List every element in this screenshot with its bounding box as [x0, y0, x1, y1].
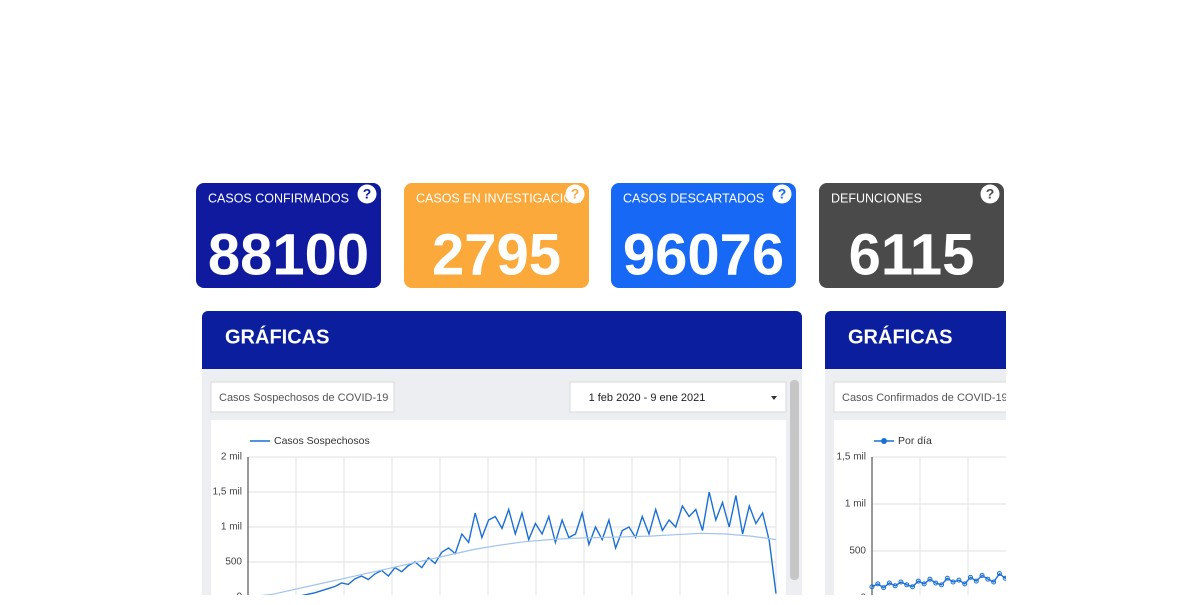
y-tick-label: 1 mil	[845, 499, 866, 510]
series-marker	[886, 580, 892, 586]
series-marker	[915, 578, 921, 584]
legend-marker	[881, 438, 887, 444]
chart-selector[interactable]	[833, 381, 1014, 413]
series-marker	[1009, 570, 1013, 574]
series-marker	[875, 581, 881, 587]
chart-selector-text: Casos Sospechosos de COVID-19	[219, 392, 388, 404]
series-marker	[927, 576, 933, 582]
legend-label: Casos Sospechosos	[274, 435, 370, 447]
chart-selector-text: Casos Confirmados de COVID-19	[842, 392, 1008, 404]
series-marker	[1026, 573, 1030, 577]
help-icon[interactable]	[565, 184, 585, 204]
series-marker	[910, 584, 916, 590]
y-tick-label: 500	[225, 557, 242, 568]
series-marker	[1032, 564, 1036, 568]
series-line	[871, 572, 1006, 589]
series-line	[260, 532, 777, 595]
card-value: 6115	[849, 222, 975, 287]
y-tick-label: 1 mil	[221, 522, 242, 533]
legend-label: Por día	[898, 435, 932, 447]
series-marker	[967, 574, 973, 580]
series-line	[300, 491, 777, 595]
series-marker	[944, 575, 950, 581]
series-marker	[1002, 575, 1006, 581]
help-icon-mark: ?	[778, 186, 787, 202]
series-marker	[881, 585, 887, 591]
series-marker	[991, 579, 997, 585]
chart-card	[834, 420, 1006, 595]
series-marker	[892, 583, 898, 589]
series-marker	[962, 581, 968, 587]
y-tick-label: 1,5 mil	[213, 487, 242, 498]
dropdown-arrow	[771, 396, 777, 400]
y-tick-label: 0	[236, 592, 242, 600]
card-label: DEFUNCIONES	[831, 191, 922, 205]
series-marker	[939, 582, 945, 588]
help-icon-mark: ?	[986, 186, 995, 202]
help-icon[interactable]	[980, 184, 1000, 204]
card	[611, 183, 796, 288]
series-marker	[1021, 568, 1025, 572]
card	[404, 183, 589, 288]
series-marker	[933, 580, 939, 586]
card-label: CASOS DESCARTADOS	[623, 191, 764, 205]
series-marker	[898, 579, 904, 585]
help-icon-mark: ?	[571, 186, 580, 202]
chart-selector[interactable]	[210, 381, 395, 413]
help-icon[interactable]	[772, 184, 792, 204]
card-label: CASOS EN INVESTIGACIÓN	[416, 190, 582, 205]
series-marker	[996, 571, 1002, 577]
y-tick-label: 1,5 mil	[837, 452, 866, 463]
card-value: 2795	[432, 222, 561, 287]
card-label: CASOS CONFIRMADOS	[208, 191, 349, 205]
panel-header	[202, 340, 802, 369]
series-marker	[979, 572, 985, 578]
series-marker	[1038, 568, 1042, 572]
card	[196, 183, 381, 288]
card-value: 88100	[208, 222, 369, 287]
series-marker	[973, 578, 979, 584]
card-value: 96076	[623, 222, 784, 287]
panel-header	[825, 340, 1006, 369]
date-selector-text: 1 feb 2020 - 9 ene 2021	[589, 392, 706, 404]
date-selector[interactable]	[569, 381, 787, 413]
series-marker	[950, 579, 956, 585]
panel-title: GRÁFICAS	[225, 325, 329, 348]
chart-card	[211, 420, 786, 595]
series-marker	[1015, 574, 1019, 578]
scrollbar[interactable]	[790, 380, 799, 580]
series-marker	[921, 581, 927, 587]
panel-title: GRÁFICAS	[848, 325, 952, 348]
y-tick-label: 500	[849, 546, 866, 557]
series-marker	[869, 584, 875, 590]
help-icon[interactable]	[357, 184, 377, 204]
series-marker	[956, 577, 962, 583]
y-tick-label: 0	[860, 593, 866, 600]
series-marker	[904, 582, 910, 588]
help-icon-mark: ?	[363, 186, 372, 202]
card	[819, 183, 1004, 288]
series-marker	[985, 576, 991, 582]
y-tick-label: 2 mil	[221, 452, 242, 463]
